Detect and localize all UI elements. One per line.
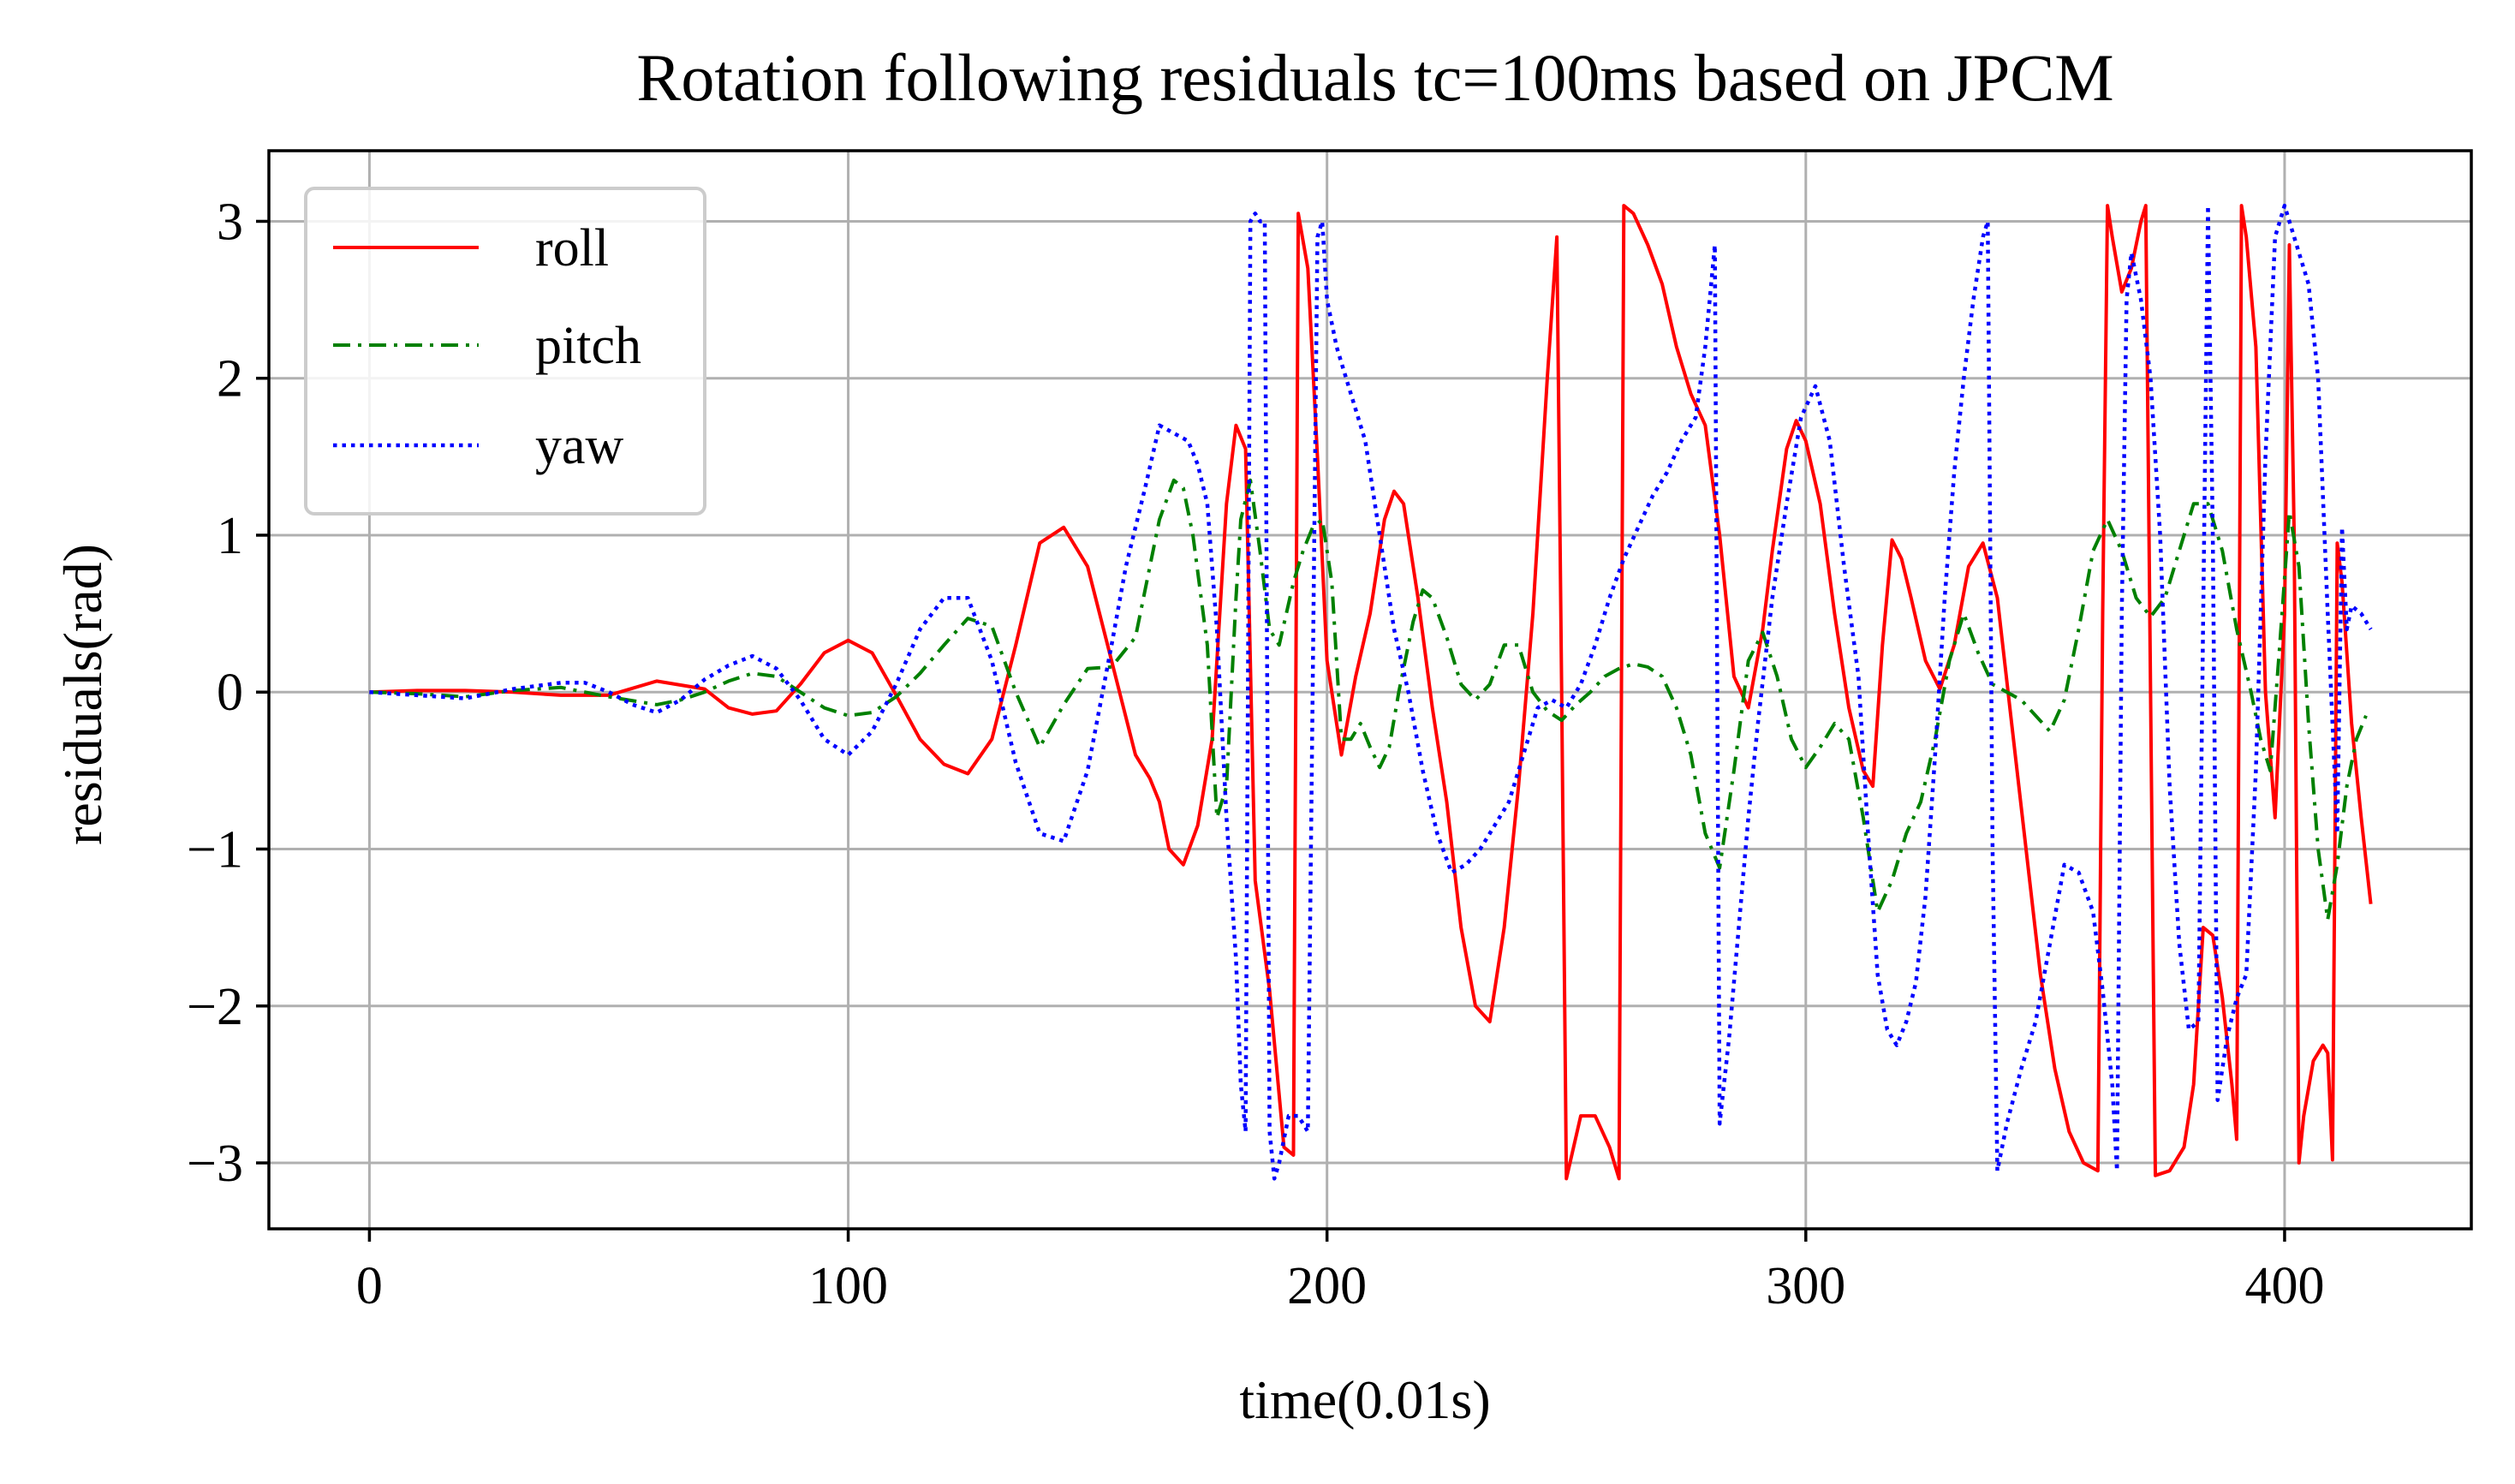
plot-area-frame bbox=[267, 149, 2473, 1231]
legend-entry-roll: roll bbox=[333, 219, 609, 277]
y-tick-label-5: 2 bbox=[217, 350, 243, 408]
series-line-roll bbox=[369, 204, 2373, 1181]
x-tick-label-4: 400 bbox=[2244, 1257, 2324, 1315]
x-axis-label: time(0.01s) bbox=[1239, 1369, 1490, 1430]
y-tick-label-1: −2 bbox=[187, 978, 243, 1036]
y-tick-label-3: 0 bbox=[217, 664, 243, 722]
y-tick-label-2: −1 bbox=[187, 821, 243, 879]
x-tick-label-3: 300 bbox=[1766, 1257, 1845, 1315]
legend: roll pitch yaw bbox=[304, 187, 706, 516]
legend-entry-pitch: pitch bbox=[333, 317, 641, 375]
y-axis-label: residuals(rad) bbox=[52, 544, 113, 845]
legend-label-yaw: yaw bbox=[535, 417, 624, 475]
x-tick-label-0: 0 bbox=[356, 1257, 383, 1315]
series-line-pitch bbox=[369, 478, 2368, 921]
x-tick-label-1: 100 bbox=[808, 1257, 888, 1315]
legend-label-roll: roll bbox=[535, 219, 609, 277]
series-layer bbox=[369, 203, 2373, 1181]
legend-box bbox=[304, 187, 706, 516]
axis-ticks: 0 100 200 300 400 −3 −2 −1 0 1 2 3 bbox=[187, 193, 2324, 1315]
x-tick-label-2: 200 bbox=[1287, 1257, 1367, 1315]
y-tick-label-0: −3 bbox=[187, 1135, 243, 1193]
y-tick-label-4: 1 bbox=[217, 507, 243, 565]
chart-title: Rotation following residuals tc=100ms ba… bbox=[636, 40, 2113, 115]
legend-entry-yaw: yaw bbox=[333, 417, 624, 475]
legend-label-pitch: pitch bbox=[535, 317, 641, 375]
y-tick-label-6: 3 bbox=[217, 193, 243, 251]
